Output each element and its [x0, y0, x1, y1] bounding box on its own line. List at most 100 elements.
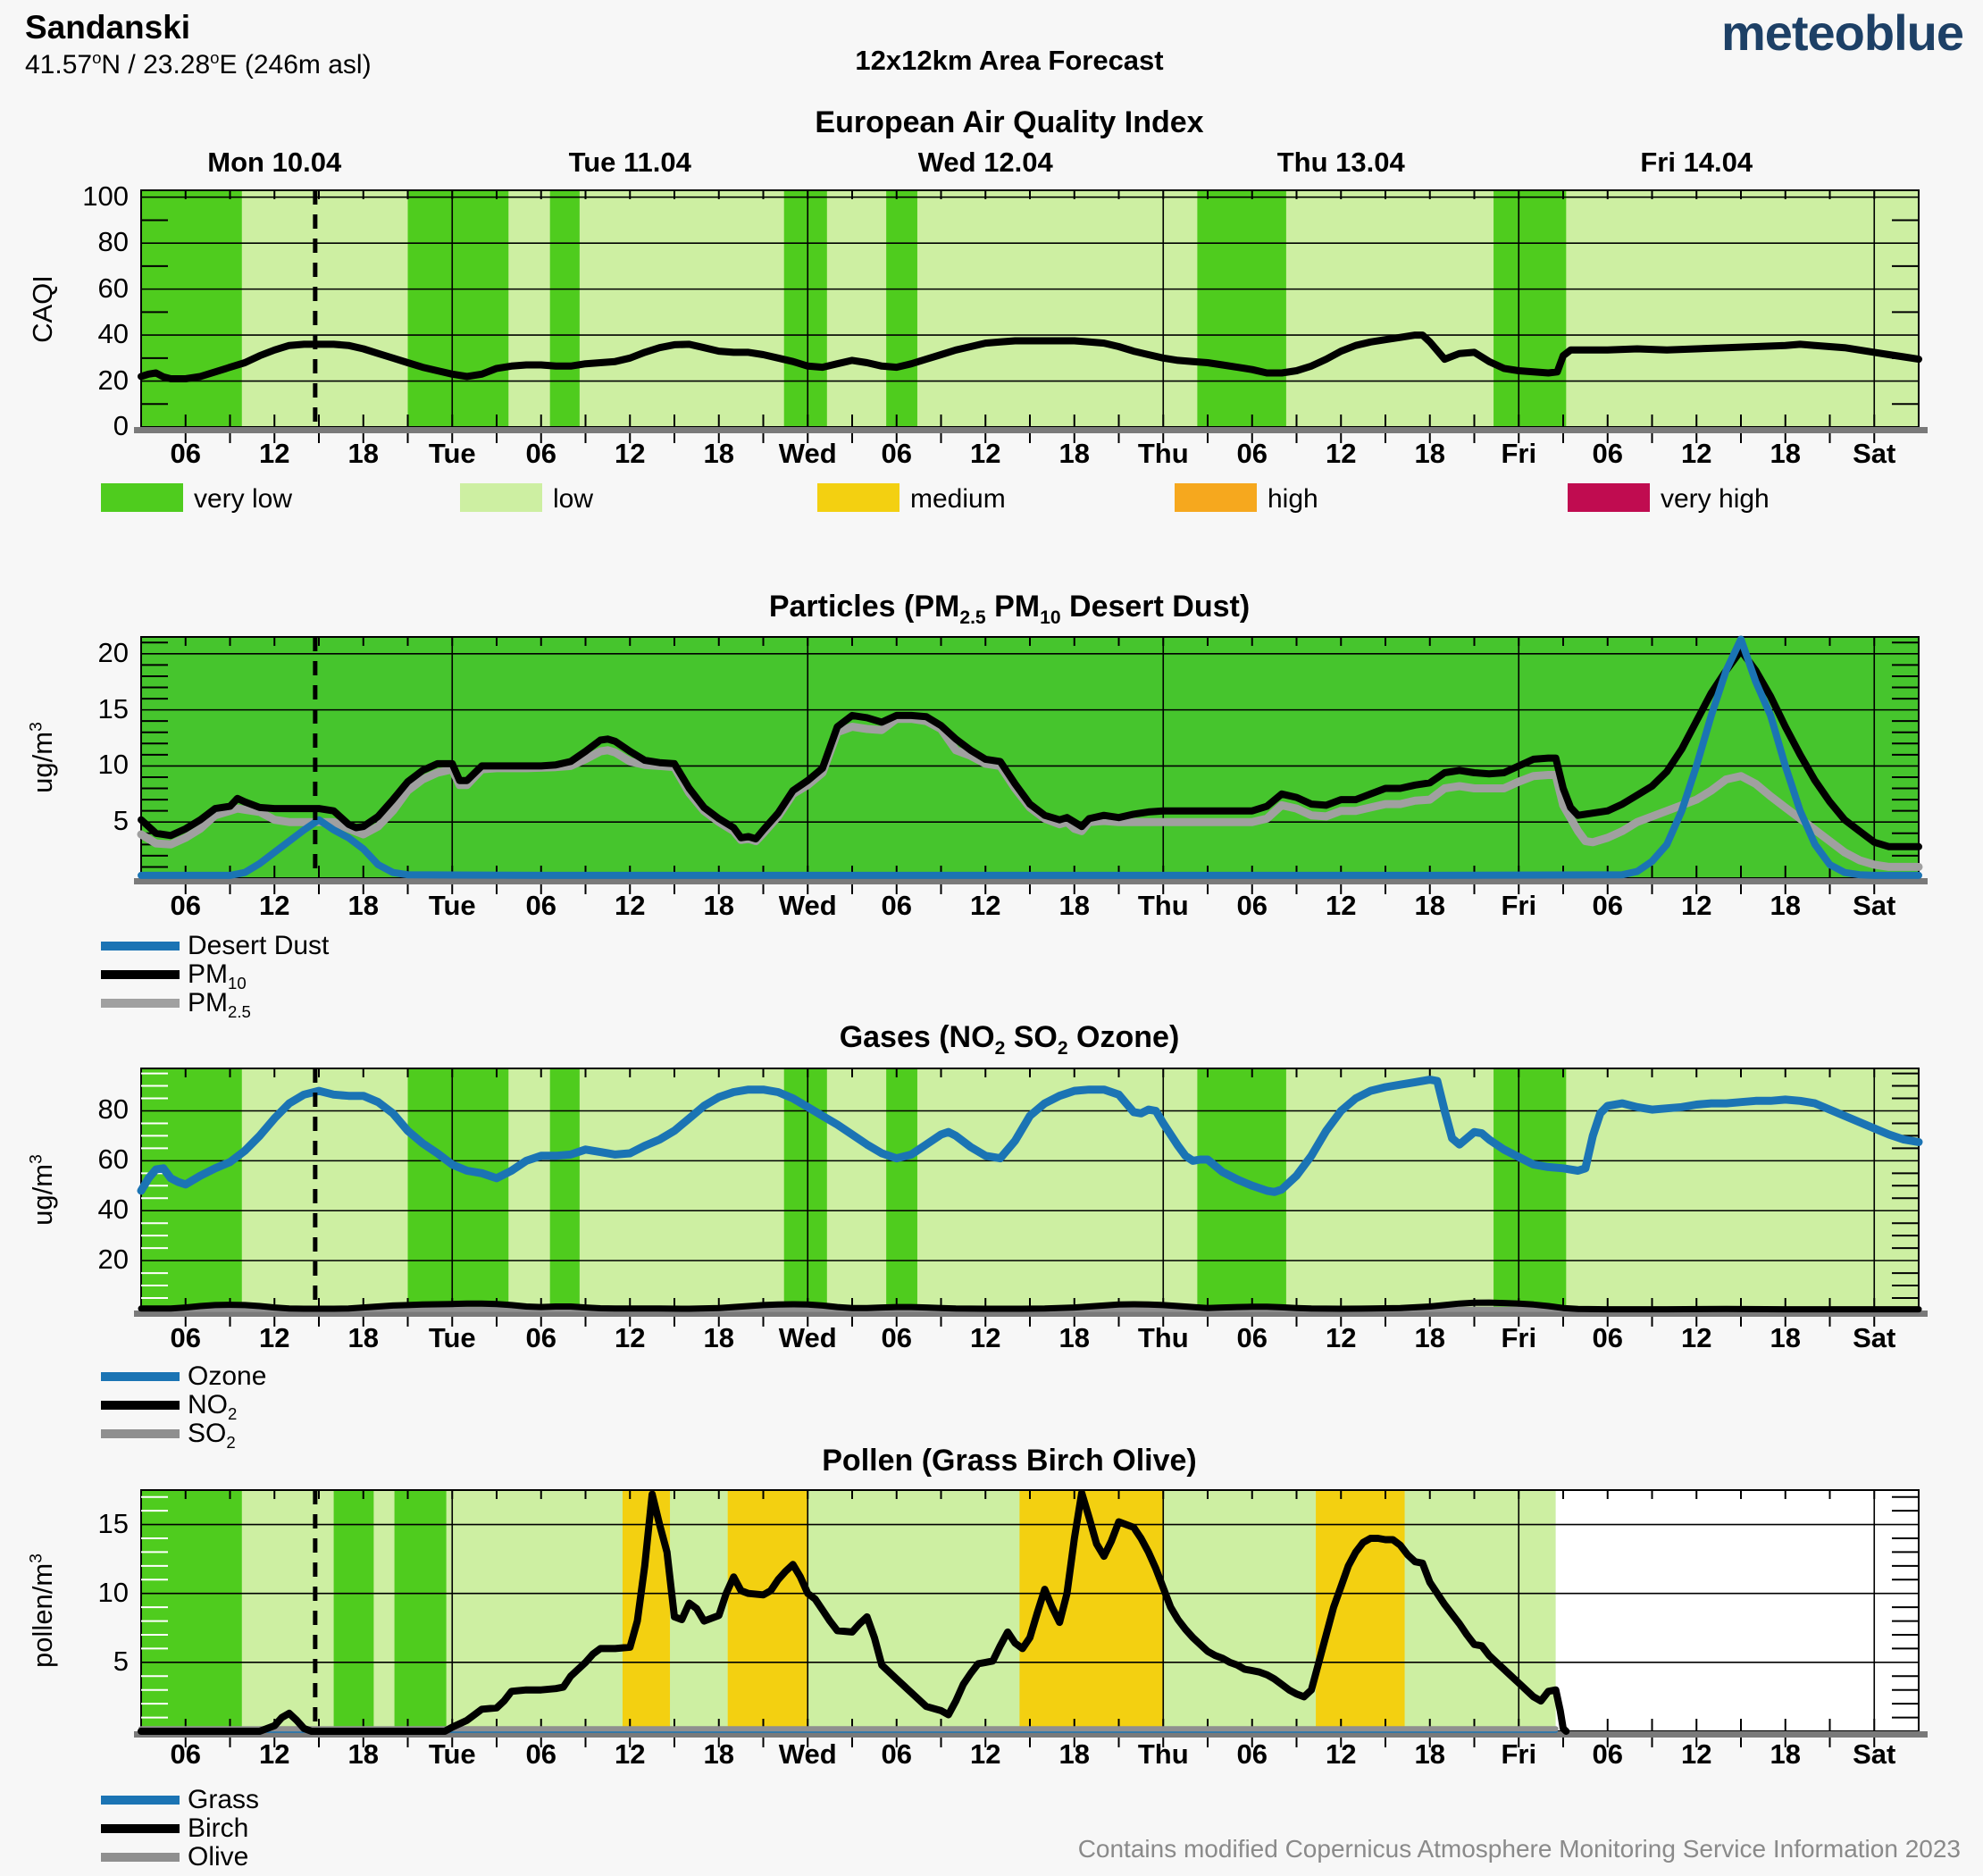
x-tick-label: 12 [1681, 890, 1712, 921]
y-tick-label: 40 [97, 318, 129, 350]
text-part: 2.5 [959, 607, 986, 628]
y-tick-label: 10 [97, 749, 129, 781]
x-tick-label: 18 [1414, 438, 1445, 469]
y-tick-label: 20 [97, 636, 129, 668]
legend-item-label-birch: Birch [188, 1813, 248, 1844]
y-tick-label: 20 [97, 1244, 129, 1276]
series-line-dust [138, 635, 1922, 879]
day-label: Wed 12.04 [917, 147, 1053, 178]
legend-item-label-no2: NO2 [188, 1390, 237, 1424]
day-label: Thu 13.04 [1276, 147, 1405, 178]
y-tick-label: 40 [97, 1193, 129, 1226]
x-tick-label: 06 [525, 438, 556, 469]
aqi-band-very-low [1197, 190, 1286, 427]
x-tick-label: Fri [1501, 1322, 1537, 1353]
x-tick-label: Fri [1501, 890, 1537, 921]
legend-swatch-medium [817, 483, 899, 512]
x-tick-label: 18 [703, 1322, 734, 1353]
x-tick-label: Wed [778, 1738, 837, 1770]
chart-title-gases: Gases (NO2 SO2 Ozone) [607, 1020, 1411, 1059]
x-tick-label: 12 [970, 1322, 1001, 1353]
x-tick-label: 18 [1770, 890, 1801, 921]
x-tick-label: 18 [1770, 1322, 1801, 1353]
x-tick-label: 06 [1236, 438, 1268, 469]
x-tick-label: 18 [703, 1738, 734, 1770]
legend-swatch-high [1175, 483, 1257, 512]
x-tick-label: 18 [1058, 438, 1090, 469]
x-tick-label: 06 [1592, 1738, 1623, 1770]
aqi-band-very-low [886, 1068, 917, 1311]
aqi-band-very-low [1494, 1068, 1567, 1311]
text-part: 41.57 [25, 50, 93, 80]
text-part: PM [188, 988, 228, 1018]
text-part: E (246m asl) [219, 50, 372, 80]
chart-title-pollen: Pollen (Grass Birch Olive) [607, 1444, 1411, 1478]
series [137, 1076, 1923, 1313]
y-tick-label: 5 [113, 805, 129, 837]
text-part: Olive [188, 1842, 249, 1872]
x-tick-label: 06 [170, 1322, 201, 1353]
x-tick-label: 06 [1592, 438, 1623, 469]
x-tick-label: Fri [1501, 438, 1537, 469]
aqi-band-very-low [549, 1068, 580, 1311]
legend-line-swatch-dust [101, 942, 180, 951]
x-tick-label: 06 [1236, 1738, 1268, 1770]
x-axis-bar [134, 878, 1928, 884]
text-part: SO [1005, 1020, 1058, 1054]
x-tick-label: 06 [170, 1738, 201, 1770]
text-part: Gases (NO [839, 1020, 995, 1054]
x-tick-label: 18 [347, 1738, 379, 1770]
y-tick-label: 60 [97, 1143, 129, 1176]
text-part: 3 [27, 1554, 46, 1563]
x-axis-bar [134, 427, 1928, 433]
text-part: NO [188, 1390, 228, 1420]
y-tick-label: 80 [97, 1093, 129, 1126]
text-part: Pollen (Grass Birch Olive) [822, 1444, 1197, 1478]
legend-line-swatch-grass [101, 1796, 180, 1805]
text-part: Desert Dust) [1060, 590, 1251, 624]
text-part: PM [188, 959, 228, 989]
aqi-band-very-low [141, 1068, 242, 1311]
x-tick-label: 06 [1236, 1322, 1268, 1353]
legend-item-label-high: high [1268, 484, 1318, 514]
x-tick-label: 06 [881, 1738, 912, 1770]
aqi-band-very-low [394, 1490, 447, 1731]
x-tick-label: 06 [525, 1738, 556, 1770]
gridlines [140, 189, 1920, 428]
legend-item-label-pm25: PM2.5 [188, 988, 251, 1022]
x-tick-label: 12 [615, 890, 646, 921]
x-tick-label: 12 [1681, 1322, 1712, 1353]
x-tick-label: 18 [1058, 890, 1090, 921]
x-tick-label: Sat [1853, 1738, 1896, 1770]
legend-swatch-low [460, 483, 542, 512]
text-part: PM [985, 590, 1041, 624]
text-part: N / 23.28 [101, 50, 211, 80]
y-tick-label: 15 [97, 692, 129, 724]
x-tick-label: 06 [881, 438, 912, 469]
aqi-band-medium [727, 1490, 808, 1731]
aqi-band-very-low [407, 1068, 509, 1311]
x-tick-label: 06 [170, 438, 201, 469]
text-part: Desert Dust [188, 931, 330, 960]
x-tick-label: Tue [428, 1322, 476, 1353]
location-title: Sandanski [25, 9, 191, 46]
aqi-band-very-low [333, 1490, 374, 1731]
x-tick-label: 18 [1770, 1738, 1801, 1770]
x-tick-label: 12 [1681, 438, 1712, 469]
legend-line-swatch-olive [101, 1853, 180, 1862]
day-label: Mon 10.04 [207, 147, 342, 178]
attribution-footer: Contains modified Copernicus Atmosphere … [1077, 1835, 1961, 1863]
legend-swatch-very-low [101, 483, 183, 512]
background-band [141, 637, 1919, 878]
x-tick-label: Thu [1137, 890, 1189, 921]
series [137, 635, 1923, 879]
y-tick-label: 10 [97, 1576, 129, 1608]
legend-item-label-very-high: very high [1661, 484, 1770, 514]
x-tick-label: 12 [970, 890, 1001, 921]
x-tick-label: 18 [703, 438, 734, 469]
series-line-no2 [138, 1299, 1922, 1313]
meteoblue-logo: meteoblue [1720, 4, 1964, 61]
x-tick-label: 12 [970, 438, 1001, 469]
chart-title-caqi: European Air Quality Index [607, 105, 1411, 140]
